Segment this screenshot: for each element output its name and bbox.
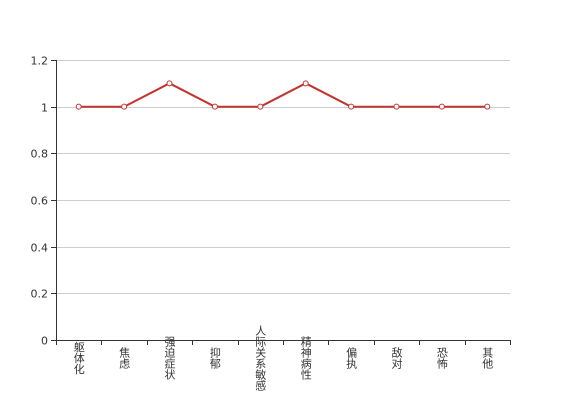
y-tick-labels: 0 0.2 0.4 0.6 0.8 1 1.2	[31, 55, 49, 348]
y-tick-label: 0.8	[31, 148, 49, 161]
x-tick-label: 偏执	[345, 346, 358, 370]
y-tick-label: 1	[41, 102, 48, 115]
x-tick-label: 强迫症状	[163, 336, 176, 380]
axes	[51, 60, 511, 345]
data-point	[257, 103, 264, 110]
y-tick-label: 0.6	[31, 195, 49, 208]
x-tick-label: 人际关系敏感	[254, 325, 267, 391]
x-tick-label: 焦虑	[118, 347, 131, 369]
data-point	[393, 103, 400, 110]
x-tick-labels: 躯体化 焦虑 强迫症状 抑郁 人际关系敏感 精神病性 偏执 敌对 恐怖 其他	[72, 325, 494, 391]
data-point	[121, 103, 128, 110]
y-tick-label: 0.2	[31, 288, 49, 301]
data-point	[211, 103, 218, 110]
data-point	[438, 103, 445, 110]
x-tick-label: 精神病性	[299, 336, 312, 381]
x-tick-label: 躯体化	[72, 341, 85, 375]
y-tick-label: 0	[41, 335, 48, 348]
data-point	[348, 103, 355, 110]
data-point	[484, 103, 491, 110]
series-line	[78, 82, 488, 108]
x-tick-label: 抑郁	[208, 346, 221, 369]
x-tick-label: 恐怖	[435, 347, 448, 369]
x-tick-label: 其他	[481, 347, 494, 369]
y-tick-label: 1.2	[31, 55, 49, 68]
y-tick-label: 0.4	[31, 242, 49, 255]
data-point	[166, 80, 173, 87]
data-point	[302, 80, 309, 87]
data-point	[75, 103, 82, 110]
x-tick-label: 敌对	[390, 346, 403, 369]
grid-lines	[56, 60, 510, 294]
series	[75, 80, 491, 110]
